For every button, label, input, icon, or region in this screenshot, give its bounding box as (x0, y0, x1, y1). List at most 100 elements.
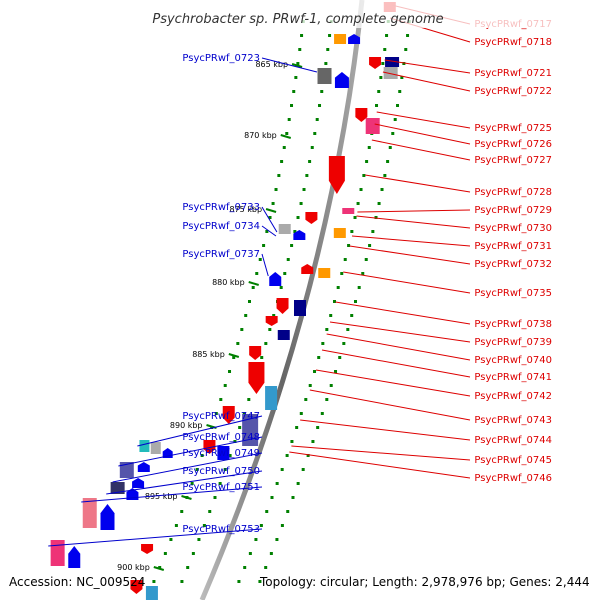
gene-label[interactable]: PsycPRwf_0723 (182, 53, 260, 64)
gene-feature (318, 268, 331, 278)
label-leader-line (300, 419, 471, 441)
kbp-label: 870 kbp (244, 131, 277, 140)
gene-label[interactable]: PsycPRwf_0746 (474, 473, 552, 484)
gene-feature (132, 478, 145, 488)
gene-label[interactable]: PsycPRwf_0753 (182, 524, 260, 535)
tick-dot (377, 90, 381, 93)
tick-dot (277, 174, 281, 177)
gene-feature (277, 330, 290, 340)
tick-dot (251, 286, 255, 289)
gene-label[interactable]: PsycPRwf_0748 (182, 432, 260, 443)
gene-label[interactable]: PsycPRwf_0737 (182, 249, 260, 260)
tick-dot (353, 216, 357, 219)
tick-dot (317, 356, 321, 359)
gene-label[interactable]: PsycPRwf_0750 (182, 466, 260, 477)
label-leader-line (384, 59, 471, 74)
gene-label[interactable]: PsycPRwf_0738 (474, 319, 552, 330)
accession-text: Accession: NC_009524 (9, 575, 146, 589)
label-leader-line (343, 271, 471, 294)
tick-dot (320, 412, 324, 415)
tick-dot (359, 188, 363, 191)
gene-label[interactable]: PsycPRwf_0747 (182, 411, 260, 422)
gene-label[interactable]: PsycPRwf_0727 (474, 155, 552, 166)
gene-label[interactable]: PsycPRwf_0721 (474, 68, 552, 79)
gene-label[interactable]: PsycPRwf_0722 (474, 86, 552, 97)
tick-dot (158, 566, 162, 569)
gene-label[interactable]: PsycPRwf_0749 (182, 448, 260, 459)
tick-dot (279, 286, 283, 289)
tick-dot (262, 244, 266, 247)
gene-feature (242, 414, 259, 446)
tick-dot (308, 384, 312, 387)
tick-dot (180, 510, 184, 513)
gene-label[interactable]: PsycPRwf_0731 (474, 241, 552, 252)
gene-label[interactable]: PsycPRwf_0751 (182, 482, 260, 493)
tick-dot (347, 244, 351, 247)
tick-dot (350, 230, 354, 233)
tick-dot (367, 146, 371, 149)
tick-dot (295, 426, 299, 429)
tick-dot (336, 286, 340, 289)
kbp-scale: 865 kbp 870 kbp 875 kbp 880 kbp 885 kbp 890 k… (117, 60, 303, 572)
tick-dot (264, 342, 268, 345)
gene-label[interactable]: PsycPRwf_0744 (474, 435, 552, 446)
tick-dot (228, 370, 232, 373)
tick-dot (362, 174, 366, 177)
gene-label[interactable]: PsycPRwf_0745 (474, 455, 552, 466)
tick-dot (361, 272, 365, 275)
tick-dot (300, 34, 304, 37)
tick-dot (268, 328, 272, 331)
gene-label[interactable]: PsycPRwf_0730 (474, 223, 552, 234)
tick-dot (377, 202, 381, 205)
label-leader-line (335, 301, 471, 325)
label-leader-line (137, 415, 263, 447)
tick-dot (320, 90, 324, 93)
tick-dot (236, 342, 240, 345)
gene-label[interactable]: PsycPRwf_0732 (474, 259, 552, 270)
tick-dot (240, 328, 244, 331)
label-leader-line (321, 349, 471, 378)
tick-dot (383, 174, 387, 177)
tick-dot (375, 104, 379, 107)
label-leader-line (349, 245, 471, 265)
tick-dot (343, 258, 347, 261)
gene-label[interactable]: PsycPRwf_0734 (182, 221, 260, 232)
tick-dot (396, 104, 400, 107)
kbp-tick (291, 63, 303, 68)
gene-feature (110, 482, 125, 494)
tick-dot (315, 118, 319, 121)
gene-label[interactable]: PsycPRwf_0729 (474, 205, 552, 216)
tick-dot (243, 566, 247, 569)
tick-dot (313, 370, 317, 373)
gene-label[interactable]: PsycPRwf_0740 (474, 355, 552, 366)
gene-feature (249, 346, 262, 360)
gene-label[interactable]: PsycPRwf_0741 (474, 372, 552, 383)
tick-dot (191, 552, 195, 555)
gene-label[interactable]: PsycPRwf_0743 (474, 415, 552, 426)
genes-layer (50, 2, 400, 600)
tick-dot (258, 258, 262, 261)
gene-label[interactable]: PsycPRwf_0739 (474, 337, 552, 348)
tick-dot (365, 160, 369, 163)
gene-feature (342, 208, 355, 214)
gene-feature (317, 68, 332, 84)
label-leader-line (81, 486, 263, 503)
gene-label[interactable]: PsycPRwf_0726 (474, 139, 552, 150)
tick-dot (393, 118, 397, 121)
gene-label[interactable]: PsycPRwf_0733 (182, 202, 260, 213)
gene-label[interactable]: PsycPRwf_0728 (474, 187, 552, 198)
kbp-label: 875 kbp (229, 205, 262, 214)
gene-label[interactable]: PsycPRwf_0718 (474, 37, 552, 48)
gene-label[interactable]: PsycPRwf_0725 (474, 123, 552, 134)
label-leader-line (48, 528, 263, 547)
tick-dot (255, 272, 259, 275)
tick-dot (400, 76, 404, 79)
gene-label[interactable]: PsycPRwf_0735 (474, 288, 552, 299)
tick-dot (280, 160, 284, 163)
tick-dot (265, 230, 269, 233)
tick-dot (325, 328, 329, 331)
gene-label[interactable]: PsycPRwf_0742 (474, 391, 552, 402)
gene-feature (203, 440, 216, 454)
gene-feature (334, 72, 349, 88)
